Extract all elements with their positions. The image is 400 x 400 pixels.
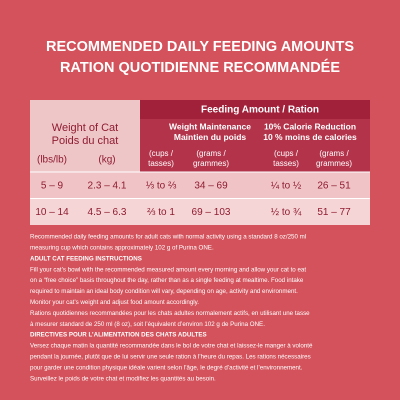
note-line: Recommended daily feeding amounts for ad… [30, 234, 306, 241]
note-line: ADULT CAT FEEDING INSTRUCTIONS [30, 255, 142, 262]
column-header: tasses) [148, 159, 174, 168]
column-header: tasses) [273, 159, 299, 168]
group-title: 10 % moins de calories [263, 132, 357, 142]
column-header: grammes) [316, 159, 352, 168]
subheader-bg [140, 119, 370, 172]
note-line: required to maintain an ideal body condi… [30, 288, 298, 295]
cell: 4.5 – 6.3 [88, 207, 127, 218]
cell: 2.3 – 4.1 [88, 181, 127, 192]
title: RATION QUOTIDIENNE RECOMMANDÉE [60, 59, 340, 76]
cell: ⅓ to ⅔ [146, 181, 177, 192]
weight-header: Weight of Cat [52, 122, 118, 134]
cell: 51 – 77 [317, 207, 351, 218]
weight-unit: (kg) [98, 155, 115, 166]
column-header: (grams / [319, 149, 349, 158]
row-bg [30, 172, 370, 198]
note-line: pour garder une condition physique idéal… [30, 364, 303, 371]
note-line: pendant la journée, plutôt que de lui se… [30, 354, 311, 361]
note-line: Fill your cat’s bowl with the recommende… [30, 266, 306, 273]
note-line: Surveillez le poids de votre chat et mod… [30, 375, 216, 382]
cell: 69 – 103 [192, 207, 231, 218]
feeding-header: Feeding Amount / Ration [201, 105, 319, 116]
note-line: on a “free choice” basis throughout the … [30, 277, 304, 284]
note-line: Monitor your cat’s weight and adjust foo… [30, 299, 199, 306]
cell: 5 – 9 [41, 181, 64, 192]
column-header: (cups / [274, 149, 299, 158]
cell: ¼ to ½ [271, 180, 302, 192]
cell: 34 – 69 [194, 181, 228, 192]
cell: 26 – 51 [317, 181, 351, 192]
group-title: Maintien du poids [174, 132, 247, 142]
group-title: 10% Calorie Reduction [264, 121, 356, 131]
title: RECOMMENDED DAILY FEEDING AMOUNTS [46, 39, 354, 55]
column-header: (grams / [196, 149, 226, 158]
note-line: DIRECTIVES POUR L’ALIMENTATION DES CHATS… [30, 332, 207, 339]
cell: ½ to ¾ [271, 207, 302, 218]
note-line: Rations quotidiennes recommandées pour l… [30, 310, 310, 317]
cell: ⅔ to 1 [147, 207, 175, 218]
feeding-header-bg [140, 100, 370, 119]
weight-header-bg [30, 100, 140, 172]
row-bg [30, 199, 370, 225]
cell: 10 – 14 [35, 207, 69, 218]
note-line: à mesurer standard de 250 ml (8 oz), soi… [30, 321, 265, 328]
note-line: Versez chaque matin la quantité recomman… [30, 343, 313, 350]
weight-unit: (lbs/lb) [37, 155, 67, 166]
group-title: Weight Maintenance [169, 121, 251, 131]
column-header: grammes) [193, 159, 229, 168]
weight-header: Poids du chat [52, 135, 119, 147]
note-line: measuring cup which contains approximate… [30, 245, 214, 252]
column-header: (cups / [149, 149, 174, 158]
